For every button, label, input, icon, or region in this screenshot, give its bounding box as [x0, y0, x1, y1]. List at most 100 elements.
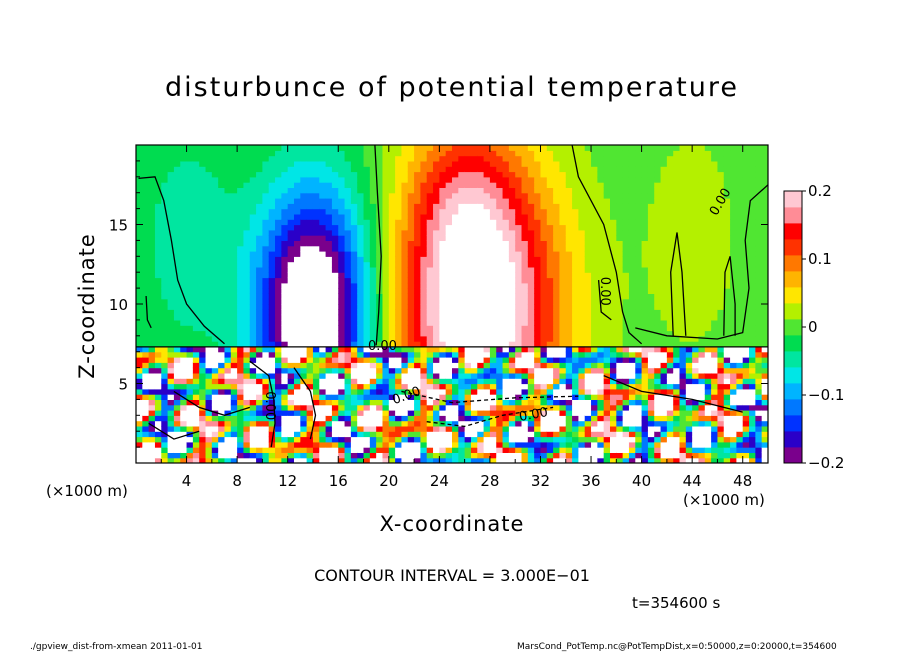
heatmap-cell	[395, 420, 403, 427]
heatmap-cell	[395, 155, 403, 162]
heatmap-cell	[610, 150, 617, 157]
heatmap-cell	[546, 145, 554, 151]
heatmap-cell	[489, 425, 497, 432]
heatmap-cell	[306, 309, 314, 316]
heatmap-cell	[173, 341, 181, 347]
heatmap-cell	[647, 378, 655, 385]
heatmap-cell	[388, 457, 396, 463]
heatmap-cell	[464, 357, 472, 363]
heatmap-cell	[458, 367, 466, 374]
heatmap-cell	[218, 346, 226, 353]
heatmap-cell	[546, 261, 554, 268]
heatmap-cell	[610, 182, 617, 188]
heatmap-cell	[205, 304, 213, 310]
heatmap-cell	[388, 330, 396, 337]
heatmap-cell	[628, 383, 636, 390]
heatmap-cell	[192, 309, 200, 316]
heatmap-cell	[641, 330, 649, 337]
heatmap-cell	[603, 282, 611, 289]
heatmap-cell	[319, 219, 327, 226]
heatmap-cell	[312, 150, 320, 157]
heatmap-cell	[369, 245, 377, 252]
heatmap-cell	[464, 304, 472, 310]
heatmap-cell	[218, 282, 226, 289]
heatmap-cell	[161, 351, 169, 358]
heatmap-cell	[616, 272, 624, 279]
heatmap-cell	[256, 388, 263, 395]
heatmap-cell	[154, 367, 162, 374]
heatmap-cell	[622, 182, 630, 188]
heatmap-cell	[591, 436, 598, 443]
heatmap-cell	[154, 357, 162, 363]
heatmap-cell	[369, 399, 377, 406]
heatmap-cell	[439, 335, 447, 342]
heatmap-cell	[603, 325, 611, 332]
heatmap-cell	[502, 160, 510, 167]
heatmap-cell	[180, 192, 188, 199]
heatmap-cell	[388, 383, 396, 390]
heatmap-cell	[338, 240, 346, 247]
heatmap-cell	[496, 251, 504, 257]
heatmap-cell	[508, 245, 516, 252]
heatmap-cell	[439, 351, 447, 358]
heatmap-cell	[565, 367, 573, 374]
heatmap-cell	[534, 425, 542, 432]
heatmap-cell	[540, 166, 548, 173]
heatmap-cell	[635, 203, 643, 210]
heatmap-cell	[161, 171, 169, 178]
heatmap-cell	[161, 325, 169, 332]
heatmap-cell	[275, 219, 282, 226]
heatmap-cell	[211, 240, 219, 247]
heatmap-cell	[534, 266, 542, 273]
heatmap-cell	[584, 150, 592, 157]
heatmap-cell	[319, 171, 327, 178]
heatmap-cell	[325, 229, 333, 236]
heatmap-cell	[508, 219, 516, 226]
heatmap-cell	[433, 261, 440, 268]
heatmap-cell	[572, 367, 579, 374]
heatmap-cell	[616, 198, 624, 204]
heatmap-cell	[546, 351, 554, 358]
heatmap-cell	[281, 431, 289, 438]
heatmap-cell	[433, 431, 440, 438]
heatmap-cell	[534, 208, 542, 215]
heatmap-cell	[597, 182, 605, 188]
heatmap-cell	[161, 261, 169, 268]
heatmap-cell	[338, 341, 346, 347]
heatmap-cell	[237, 335, 245, 342]
heatmap-cell	[382, 399, 390, 406]
heatmap-cell	[306, 452, 314, 459]
heatmap-cell	[591, 367, 598, 374]
heatmap-cell	[489, 288, 497, 294]
heatmap-cell	[401, 171, 409, 178]
heatmap-cell	[319, 346, 327, 353]
heatmap-cell	[262, 404, 270, 411]
heatmap-cell	[647, 293, 655, 300]
heatmap-cell	[452, 288, 459, 294]
heatmap-cell	[426, 182, 434, 188]
heatmap-cell	[180, 272, 188, 279]
heatmap-cell	[401, 282, 409, 289]
heatmap-cell	[344, 208, 352, 215]
heatmap-cell	[565, 229, 573, 236]
heatmap-cell	[559, 245, 567, 252]
heatmap-cell	[584, 171, 592, 178]
heatmap-cell	[306, 235, 314, 241]
heatmap-cell	[306, 261, 314, 268]
heatmap-cell	[186, 415, 194, 422]
heatmap-cell	[173, 378, 181, 385]
heatmap-cell	[167, 240, 175, 247]
heatmap-cell	[136, 410, 143, 416]
heatmap-cell	[610, 235, 617, 241]
heatmap-cell	[464, 420, 472, 427]
heatmap-cell	[237, 182, 245, 188]
heatmap-cell	[154, 251, 162, 257]
heatmap-cell	[142, 431, 150, 438]
heatmap-cell	[287, 410, 295, 416]
heatmap-cell	[167, 447, 175, 453]
heatmap-cell	[540, 357, 548, 363]
heatmap-cell	[426, 277, 434, 284]
heatmap-cell	[237, 351, 245, 358]
heatmap-cell	[407, 145, 415, 151]
heatmap-cell	[136, 362, 143, 369]
